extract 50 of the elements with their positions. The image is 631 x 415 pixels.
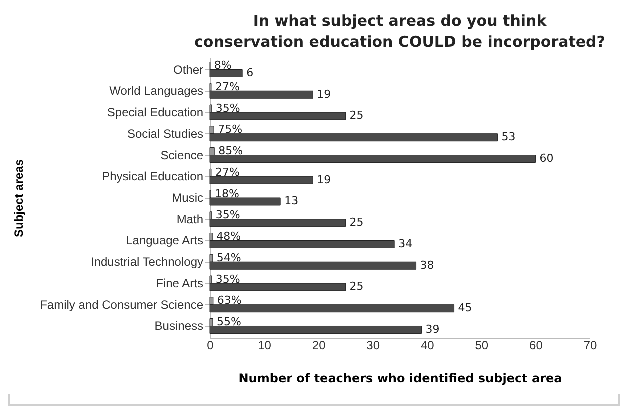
y-tick-label: Language Arts	[126, 234, 204, 248]
y-tick-label: Physical Education	[102, 170, 204, 184]
y-tick-label: World Languages	[110, 84, 204, 98]
data-label: 25	[350, 216, 364, 230]
x-tick-label: 0	[207, 338, 214, 352]
x-axis-title: Number of teachers who identified subject area	[238, 372, 562, 386]
data-label: 19	[317, 173, 332, 186]
data-label: 60	[540, 152, 554, 165]
data-label: 27%	[215, 166, 240, 179]
x-tick-label: 40	[420, 338, 435, 352]
data-label: 38	[420, 258, 434, 272]
y-tick-label: Industrial Technology	[90, 255, 204, 270]
data-label: 85%	[218, 144, 244, 158]
data-label: 45	[458, 302, 472, 315]
data-label: 48%	[216, 230, 242, 244]
x-tick-label: 20	[312, 338, 326, 352]
data-label: 63%	[217, 294, 242, 308]
data-label: 35%	[216, 272, 240, 286]
data-label: 34	[398, 237, 413, 250]
data-label: 25	[350, 109, 364, 122]
data-label: 39	[426, 322, 440, 336]
y-tick-label: Other	[173, 62, 204, 77]
data-label: 55%	[216, 316, 242, 329]
data-label: 53	[502, 130, 516, 144]
y-tick-label: Music	[172, 191, 204, 205]
data-label: 35%	[216, 208, 240, 222]
data-label: 19	[317, 88, 332, 101]
y-tick-label: Fine Arts	[156, 276, 204, 290]
x-tick-label: 10	[258, 338, 272, 352]
data-label: 6	[246, 66, 254, 80]
data-label: 13	[284, 194, 299, 208]
x-tick-label: 70	[584, 338, 598, 352]
y-tick-label: Science	[160, 148, 204, 162]
y-axis-title: Subject areas	[12, 159, 26, 238]
data-label: 54%	[216, 251, 242, 264]
y-tick-label: Family and Consumer Science	[40, 298, 204, 312]
data-label: 75%	[218, 123, 243, 136]
data-label: 35%	[216, 102, 240, 115]
y-tick-label: Special Education	[107, 106, 204, 120]
data-label: 25	[350, 280, 364, 294]
x-tick-label: 60	[530, 338, 544, 352]
y-tick-label: Business	[154, 319, 204, 334]
x-tick-label: 30	[366, 338, 380, 352]
data-label: 18%	[214, 187, 240, 200]
x-tick-label: 50	[475, 338, 489, 352]
y-tick-label: Social Studies	[127, 126, 204, 141]
data-label: 8%	[214, 59, 232, 72]
data-label: 27%	[215, 80, 240, 94]
chart-title: In what subject areas do you think conservation education COULD be incorporated?	[194, 12, 606, 51]
y-tick-label: Math	[176, 212, 204, 226]
